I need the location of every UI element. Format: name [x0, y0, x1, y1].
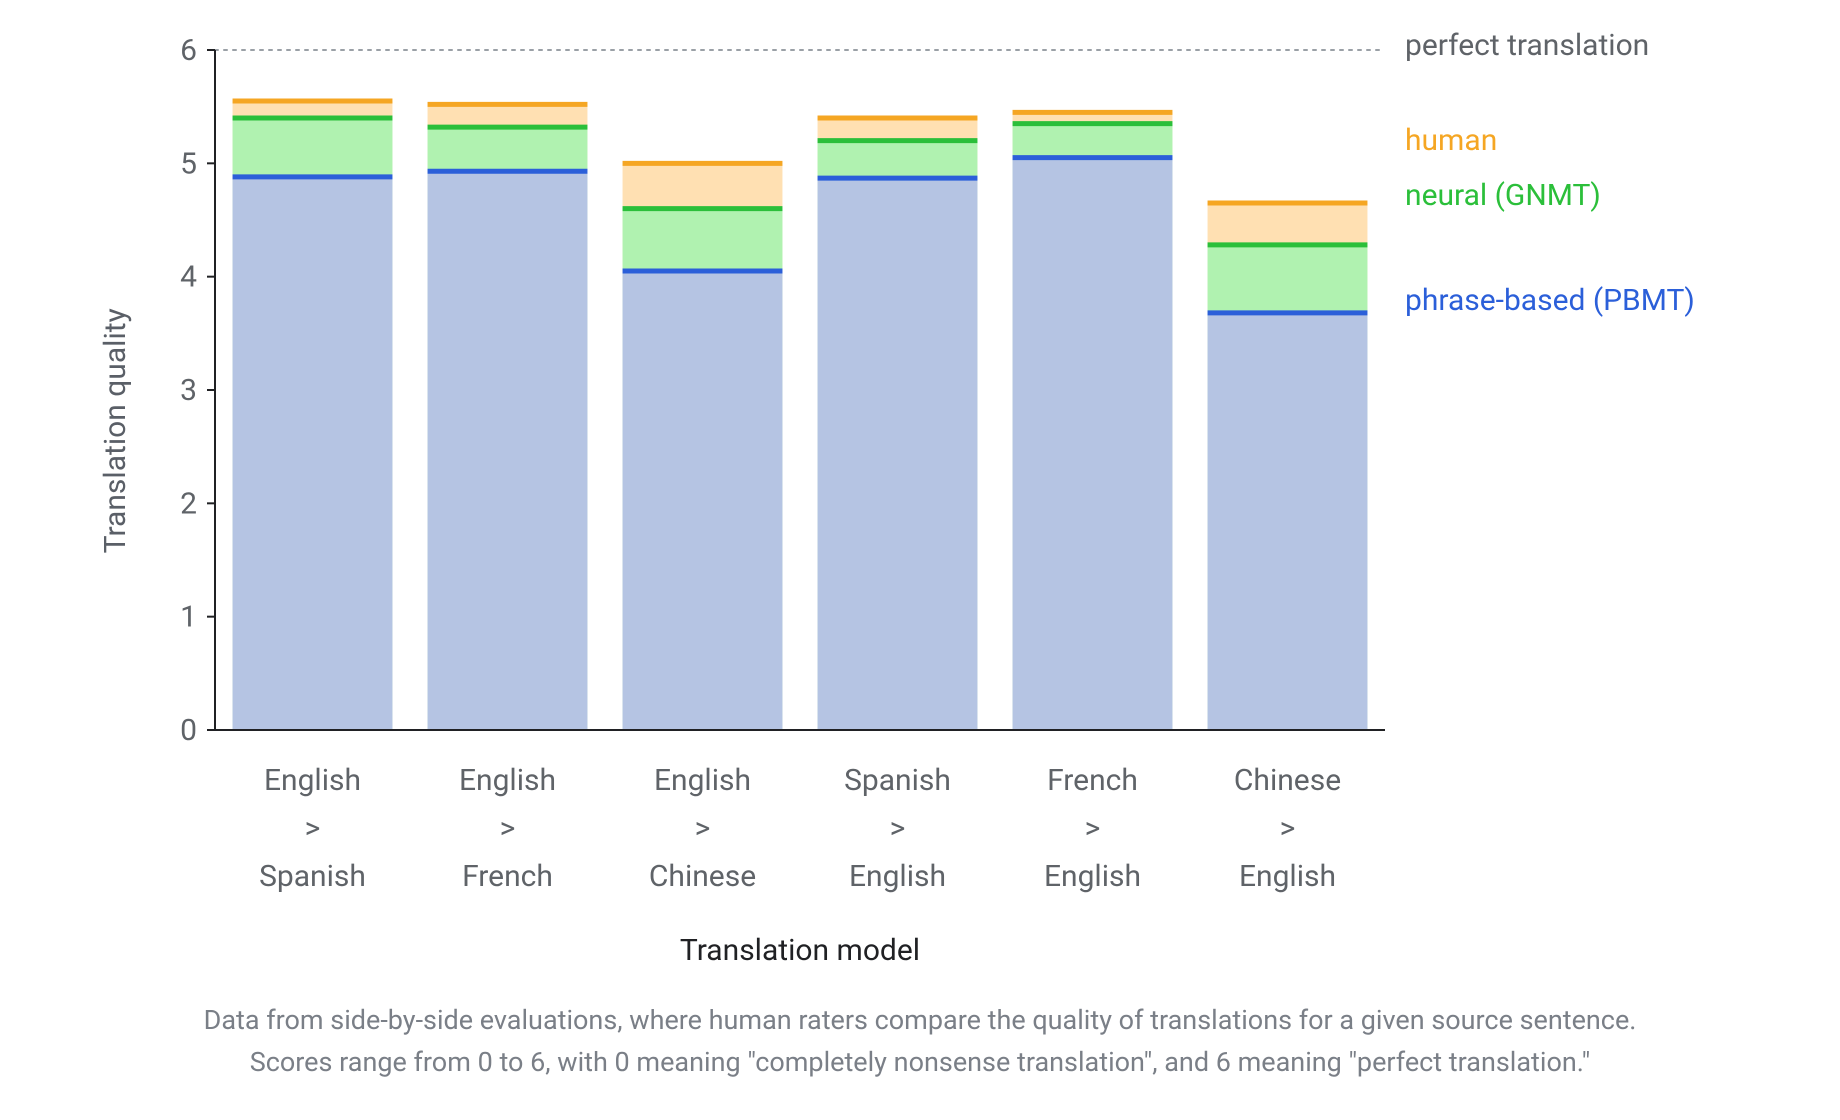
category-0-from: English: [264, 763, 361, 798]
bar-phrase_based-1: [428, 171, 588, 730]
category-0-arrow: >: [305, 811, 321, 846]
category-5-to: English: [1239, 859, 1336, 894]
ytick-label-5: 5: [180, 146, 197, 181]
legend-perfect-translation: perfect translation: [1405, 30, 1649, 63]
category-1-arrow: >: [500, 811, 516, 846]
bar-phrase_based-5: [1208, 313, 1368, 730]
category-4-to: English: [1044, 859, 1141, 894]
ytick-label-0: 0: [180, 713, 197, 748]
bar-phrase_based-3: [818, 178, 978, 730]
ytick-label-3: 3: [180, 373, 197, 408]
translation-quality-chart: 0 1 2 3 4 5 6 Translation quality English > Spanis…: [75, 30, 1765, 980]
category-0-to: Spanish: [259, 859, 366, 894]
ytick-label-6: 6: [180, 33, 197, 68]
category-1-from: English: [459, 763, 556, 798]
chart-container: 0 1 2 3 4 5 6 Translation quality English > Spanis…: [75, 30, 1765, 980]
bar-phrase_based-0: [233, 177, 393, 730]
category-2-arrow: >: [695, 811, 711, 846]
category-2-to: Chinese: [649, 859, 756, 894]
caption-line-2: Scores range from 0 to 6, with 0 meaning…: [60, 1042, 1780, 1084]
category-4-arrow: >: [1085, 811, 1101, 846]
ytick-label-4: 4: [180, 260, 197, 295]
bar-phrase_based-4: [1013, 158, 1173, 730]
category-3-arrow: >: [890, 811, 906, 846]
legend-human: human: [1405, 123, 1497, 158]
category-2-from: English: [654, 763, 751, 798]
legend-phrase-based: phrase-based (PBMT): [1405, 283, 1695, 318]
chart-caption: Data from side-by-side evaluations, wher…: [60, 1000, 1780, 1084]
ytick-label-2: 2: [180, 486, 197, 521]
category-3-to: English: [849, 859, 946, 894]
category-5-arrow: >: [1280, 811, 1296, 846]
page-root: 0 1 2 3 4 5 6 Translation quality English > Spanis…: [0, 0, 1840, 1120]
legend-neural: neural (GNMT): [1405, 178, 1601, 213]
y-axis-label: Translation quality: [98, 308, 133, 553]
category-3-from: Spanish: [844, 763, 951, 798]
category-5-from: Chinese: [1234, 763, 1341, 798]
category-4-from: French: [1047, 763, 1138, 798]
x-axis-label: Translation model: [680, 933, 920, 968]
bar-phrase_based-2: [623, 271, 783, 730]
caption-line-1: Data from side-by-side evaluations, wher…: [60, 1000, 1780, 1042]
category-1-to: French: [462, 859, 553, 894]
ytick-label-1: 1: [180, 600, 197, 635]
